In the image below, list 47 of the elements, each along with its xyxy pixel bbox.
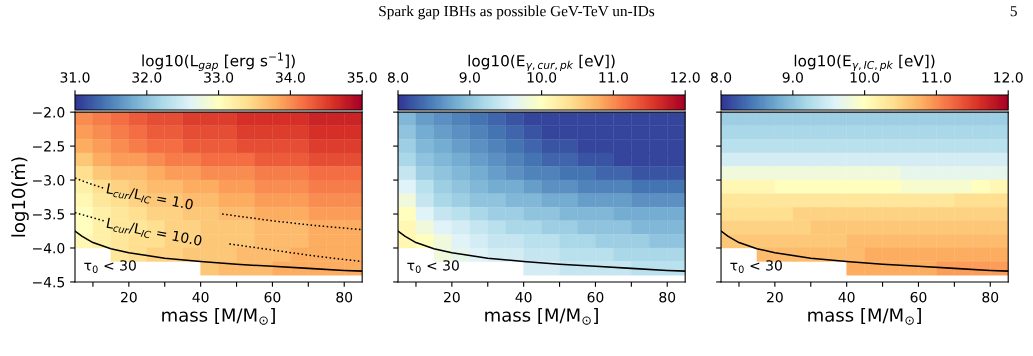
- y-tick-label: −3.5: [33, 209, 65, 220]
- color-bar-label: 31.0: [60, 72, 90, 83]
- x-tick-label: 60: [910, 291, 927, 303]
- y-axis-title: log10(ṁ): [11, 157, 29, 237]
- annotation: L$_{cur}$/L$_{IC}$ = 10.0: [106, 217, 203, 249]
- color-bar-label: 8.0: [710, 72, 732, 83]
- x-tick-label: 80: [659, 291, 676, 303]
- x-tick-label: 20: [444, 291, 460, 303]
- text: 5: [1010, 6, 1017, 17]
- color-bar-label: 12.0: [671, 72, 700, 83]
- annotation: τ$_{0}$ < 30: [84, 260, 136, 273]
- x-tick-label: 60: [264, 291, 281, 303]
- x-tick-label: 40: [838, 291, 855, 303]
- y-tick-label: −2.5: [33, 141, 65, 152]
- x-tick-label: 20: [121, 291, 137, 303]
- color-bar-label: 9.0: [459, 72, 480, 83]
- x-tick-label: 20: [767, 291, 783, 303]
- color-bar-label: 10.0: [850, 72, 880, 83]
- color-bar-title: log10(E$_{γ,cur,pk}$ [eV]): [468, 54, 615, 72]
- annotation: L$_{cur}$/L$_{IC}$ = 1.0: [106, 183, 194, 213]
- color-bar-label: 11.0: [599, 72, 628, 83]
- x-tick-label: 40: [192, 291, 209, 303]
- annotation: τ$_{0}$ < 30: [730, 260, 782, 273]
- y-tick-label: −4.5: [33, 277, 65, 288]
- color-bar-label: 12.0: [994, 72, 1023, 83]
- x-tick-label: 40: [515, 291, 532, 303]
- color-bar-title: log10(L$_{gap}$ [erg s$^{−1}$]): [142, 52, 295, 71]
- color-bar-label: 11.0: [922, 72, 951, 83]
- color-bar-label: 34.0: [275, 72, 305, 83]
- y-tick-label: −3.0: [33, 175, 65, 186]
- annotation: τ$_{0}$ < 30: [407, 260, 459, 273]
- color-bar-label: 35.0: [347, 72, 377, 83]
- color-bar-label: 9.0: [782, 72, 803, 83]
- color-bar-label: 8.0: [387, 72, 409, 83]
- x-axis-title: mass [M/M$_{⊙}$]: [808, 307, 921, 325]
- x-tick-label: 80: [336, 291, 353, 303]
- color-bar-label: 10.0: [527, 72, 557, 83]
- color-bar-label: 33.0: [204, 72, 234, 83]
- x-tick-label: 80: [982, 291, 999, 303]
- chart-title: Spark gap IBHs as possible GeV-TeV un-IDs: [379, 5, 655, 20]
- color-bar-title: log10(E$_{γ,IC,pk}$ [eV]): [794, 54, 935, 72]
- x-tick-label: 60: [587, 291, 604, 303]
- x-axis-title: mass [M/M$_{⊙}$]: [485, 307, 598, 325]
- x-axis-title: mass [M/M$_{⊙}$]: [162, 307, 275, 325]
- y-tick-label: −2.0: [33, 107, 65, 118]
- color-bar-label: 32.0: [132, 72, 162, 83]
- y-tick-label: −4.0: [33, 242, 65, 254]
